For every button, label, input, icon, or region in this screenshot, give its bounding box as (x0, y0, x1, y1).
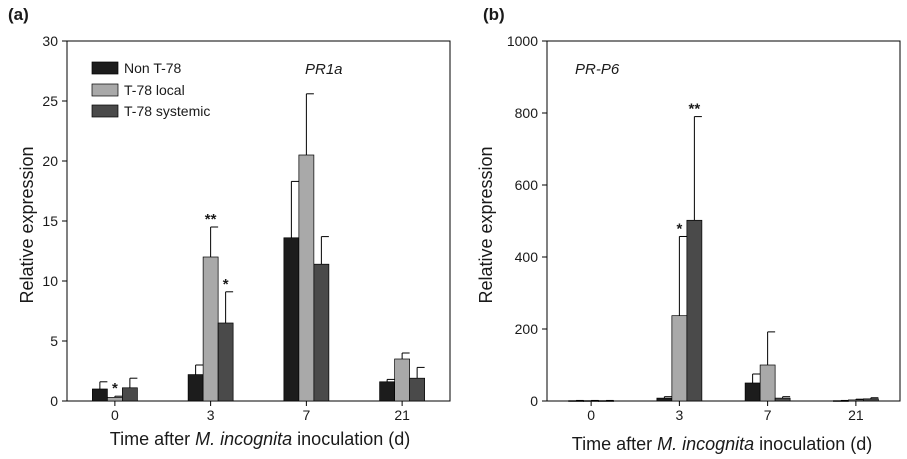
x-tick-label: 0 (587, 407, 595, 423)
significance-marker: * (676, 220, 682, 237)
bar-t78-local-day-21 (394, 358, 410, 402)
x-tick-label: 0 (111, 407, 119, 423)
y-tick-label: 0 (530, 393, 538, 409)
panel-a-y-axis-title: Relative expression (17, 146, 37, 303)
panel-b: (b) Relative expression Time after M. in… (476, 5, 901, 454)
panel-a-gene-label: PR1a (305, 61, 343, 78)
bar-non-t78-day-7 (283, 237, 300, 402)
legend-swatch-t78-local (91, 83, 119, 97)
bar-t78-local-day-0 (107, 397, 123, 402)
bar-non-t78-day-3 (656, 397, 673, 402)
significance-marker: * (112, 380, 118, 397)
panel-b-y-axis-title: Relative expression (476, 146, 496, 303)
y-tick-label: 0 (50, 393, 58, 409)
x-tick-label: 7 (302, 407, 310, 423)
bar-t78-local-day-3 (202, 256, 219, 402)
bar-t78-systemic-day-21 (863, 398, 879, 402)
y-tick-label: 20 (42, 153, 58, 169)
panel-a: (a) Relative expression Time after M. in… (8, 5, 451, 449)
y-tick-label: 800 (515, 105, 539, 121)
panel-b-gene-label: PR-P6 (575, 61, 620, 78)
bar-non-t78-day-3 (187, 374, 204, 402)
y-tick-label: 1000 (507, 33, 538, 49)
panel-a-legend: Non T-78 T-78 local T-78 systemic (91, 60, 210, 119)
legend-swatch-t78-systemic (91, 104, 119, 118)
x-tick-label: 7 (764, 407, 772, 423)
significance-marker: * (223, 276, 229, 293)
bar-t78-local-day-7 (759, 364, 776, 402)
bar-t78-systemic-day-21 (409, 377, 425, 402)
bar-non-t78-day-21 (379, 381, 395, 402)
bar-t78-local-day-7 (298, 154, 315, 402)
panel-a-x-axis-title: Time after M. incognita inoculation (d) (110, 429, 411, 449)
y-tick-label: 400 (515, 249, 539, 265)
legend-label-t78-local: T-78 local (124, 82, 185, 98)
legend-label-t78-systemic: T-78 systemic (124, 103, 210, 119)
y-tick-label: 10 (42, 273, 58, 289)
y-tick-label: 200 (515, 321, 539, 337)
bar-t78-systemic-day-7 (313, 263, 330, 402)
y-tick-label: 25 (42, 93, 58, 109)
bar-t78-local-day-3 (671, 315, 688, 402)
y-tick-label: 600 (515, 177, 539, 193)
x-tick-label: 21 (394, 407, 410, 423)
y-tick-label: 5 (50, 333, 58, 349)
bar-t78-local-day-21 (848, 399, 864, 402)
bar-t78-systemic-day-3 (686, 219, 703, 402)
panel-a-label: (a) (8, 5, 29, 24)
significance-marker: ** (689, 101, 701, 118)
x-tick-label: 3 (207, 407, 215, 423)
legend-label-non-t78: Non T-78 (124, 60, 182, 76)
bar-non-t78-day-0 (92, 388, 108, 402)
bar-t78-systemic-day-0 (122, 387, 138, 402)
x-tick-label: 3 (675, 407, 683, 423)
significance-marker: ** (205, 211, 217, 228)
bar-t78-systemic-day-3 (217, 322, 234, 402)
plot-frame (546, 40, 901, 402)
x-tick-label: 21 (848, 407, 864, 423)
bar-non-t78-day-7 (744, 382, 761, 402)
legend-swatch-non-t78 (91, 61, 119, 75)
y-tick-label: 30 (42, 33, 58, 49)
bar-t78-systemic-day-7 (774, 397, 791, 402)
panel-b-label: (b) (483, 5, 505, 24)
panel-b-x-axis-title: Time after M. incognita inoculation (d) (572, 434, 873, 454)
y-tick-label: 15 (42, 213, 58, 229)
